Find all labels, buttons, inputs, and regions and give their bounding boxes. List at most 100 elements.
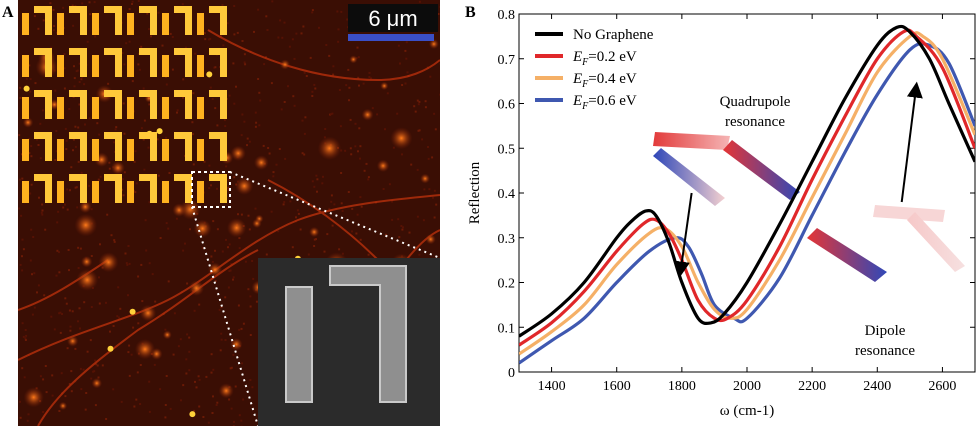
speckle bbox=[41, 209, 44, 212]
antenna-unit bbox=[162, 6, 192, 35]
speckle bbox=[255, 121, 258, 124]
speckle bbox=[83, 83, 86, 86]
speckle bbox=[368, 71, 371, 74]
speckle bbox=[98, 276, 100, 279]
speckle bbox=[251, 260, 254, 262]
speckle bbox=[400, 225, 403, 227]
y-tick-label: 0.8 bbox=[498, 8, 516, 23]
speckle bbox=[249, 379, 252, 381]
speckle bbox=[333, 203, 336, 206]
particle bbox=[22, 117, 34, 128]
speckle bbox=[64, 203, 66, 206]
speckle bbox=[134, 191, 137, 194]
speckle bbox=[58, 271, 61, 274]
speckle bbox=[311, 11, 314, 14]
x-tick-label: 2600 bbox=[928, 379, 956, 394]
speckle bbox=[70, 166, 73, 169]
speckle bbox=[132, 326, 135, 329]
speckle bbox=[348, 86, 351, 89]
quadrupole-label-line2: resonance bbox=[725, 114, 785, 130]
speckle bbox=[330, 200, 333, 203]
speckle bbox=[24, 329, 27, 331]
speckle bbox=[397, 44, 400, 47]
scale-bar-label: 6 μm bbox=[368, 6, 417, 31]
speckle bbox=[185, 358, 188, 361]
speckle bbox=[208, 164, 211, 167]
speckle bbox=[181, 3, 184, 6]
speckle bbox=[88, 1, 91, 4]
speckle bbox=[184, 46, 187, 49]
speckle bbox=[185, 372, 188, 375]
bright-particle bbox=[156, 128, 163, 135]
speckle bbox=[316, 190, 318, 193]
speckle bbox=[19, 416, 22, 419]
speckle bbox=[121, 178, 124, 181]
speckle bbox=[220, 306, 223, 309]
particle bbox=[218, 383, 234, 399]
antenna-unit bbox=[92, 132, 122, 161]
speckle bbox=[300, 32, 303, 35]
speckle bbox=[203, 160, 206, 163]
speckle bbox=[164, 404, 167, 406]
speckle bbox=[226, 22, 229, 25]
speckle bbox=[232, 278, 234, 281]
speckle bbox=[101, 364, 104, 367]
speckle bbox=[88, 117, 91, 120]
speckle bbox=[77, 320, 79, 323]
speckle bbox=[97, 178, 100, 181]
speckle bbox=[148, 262, 151, 265]
speckle bbox=[203, 32, 206, 35]
speckle bbox=[72, 24, 75, 27]
speckle bbox=[97, 376, 100, 379]
speckle bbox=[81, 2, 84, 5]
speckle bbox=[228, 270, 231, 272]
speckle bbox=[24, 339, 27, 341]
speckle bbox=[58, 251, 60, 254]
speckle bbox=[279, 19, 282, 22]
speckle bbox=[220, 338, 223, 341]
series-line bbox=[519, 24, 975, 338]
speckle bbox=[29, 192, 32, 195]
speckle bbox=[143, 168, 146, 171]
antenna-unit bbox=[197, 174, 227, 203]
antenna-unit bbox=[57, 132, 87, 161]
speckle bbox=[238, 414, 241, 417]
speckle bbox=[416, 99, 419, 102]
speckle bbox=[28, 137, 31, 140]
speckle bbox=[161, 44, 164, 47]
speckle bbox=[79, 367, 82, 370]
speckle bbox=[338, 248, 341, 251]
speckle bbox=[153, 363, 156, 366]
speckle bbox=[39, 375, 42, 378]
speckle bbox=[197, 375, 200, 378]
speckle bbox=[367, 253, 370, 256]
speckle bbox=[404, 49, 407, 52]
speckle bbox=[363, 169, 366, 172]
speckle bbox=[148, 410, 151, 413]
speckle bbox=[270, 82, 273, 85]
speckle bbox=[54, 159, 57, 161]
speckle bbox=[86, 350, 89, 353]
speckle bbox=[33, 272, 36, 275]
speckle bbox=[299, 228, 302, 231]
speckle bbox=[42, 109, 44, 112]
speckle bbox=[65, 302, 68, 305]
speckle bbox=[242, 322, 245, 325]
speckle bbox=[180, 399, 182, 402]
speckle bbox=[357, 56, 360, 59]
speckle bbox=[156, 138, 159, 141]
speckle bbox=[22, 248, 25, 251]
speckle bbox=[131, 80, 134, 83]
reflection-chart: 0 0.1 0.2 0.3 0.4 0.5 0.6 0.7 0.8 1400 1600 1800 200… bbox=[467, 8, 976, 419]
speckle bbox=[433, 216, 436, 219]
speckle bbox=[233, 176, 236, 179]
speckle bbox=[176, 111, 178, 114]
speckle bbox=[165, 83, 168, 86]
speckle bbox=[398, 236, 401, 239]
speckle bbox=[127, 351, 130, 354]
speckle bbox=[295, 32, 298, 35]
speckle bbox=[230, 366, 233, 369]
speckle bbox=[92, 370, 95, 373]
speckle bbox=[288, 45, 291, 48]
speckle bbox=[167, 280, 170, 283]
